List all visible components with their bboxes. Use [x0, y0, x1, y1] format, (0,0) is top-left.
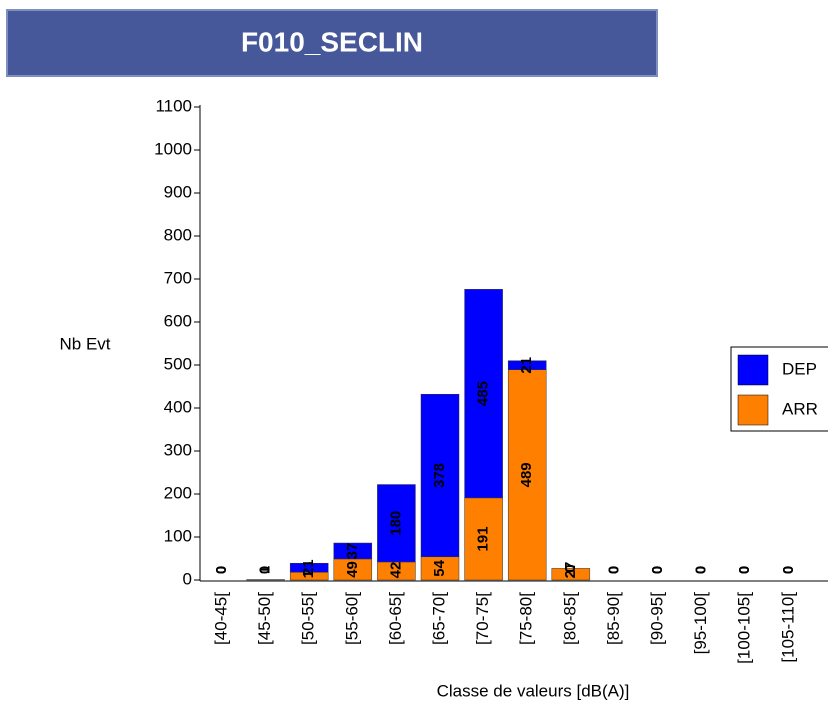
x-tick-label: [45-50[	[255, 592, 274, 645]
value-label: 0	[213, 566, 230, 574]
bar-segment	[333, 542, 373, 560]
value-label: 0	[213, 566, 230, 574]
legend-swatch	[737, 394, 769, 426]
x-tick-label: [75-80[	[517, 592, 536, 645]
x-tick-label: [80-85[	[560, 592, 579, 645]
value-label: 485	[475, 381, 492, 406]
bar-segment	[464, 497, 503, 581]
value-label: 0	[780, 566, 797, 574]
title-banner	[6, 9, 658, 77]
legend-swatch	[737, 354, 769, 386]
value-label: 0	[605, 566, 622, 574]
legend-label: ARR	[782, 399, 818, 418]
value-label: 0	[257, 566, 274, 574]
legend-label: DEP	[782, 359, 817, 378]
x-tick-label: [95-100[	[691, 592, 710, 655]
y-tick-label: 900	[164, 182, 192, 201]
bar-segment	[551, 568, 591, 581]
chart-title: F010_SECLIN	[241, 26, 423, 57]
y-axis-label: Nb Evt	[59, 334, 110, 353]
value-label: 49	[344, 561, 361, 578]
value-label: 180	[387, 511, 404, 536]
x-tick-label: [40-45[	[211, 592, 230, 645]
value-label: 0	[736, 566, 753, 574]
x-tick-label: [105-110[	[778, 592, 797, 663]
y-tick-label: 100	[164, 526, 192, 545]
value-label: 378	[431, 463, 448, 488]
bar-segment	[420, 393, 460, 558]
x-tick-label: [90-95[	[647, 592, 666, 645]
bar-segment	[377, 484, 416, 563]
y-tick-label: 0	[183, 569, 192, 588]
value-label: 191	[475, 526, 492, 551]
value-label: 489	[518, 462, 535, 487]
y-tick-label: 500	[164, 354, 192, 373]
value-label: 0	[605, 566, 622, 574]
x-tick-label: [85-90[	[604, 592, 623, 645]
bar-segment	[464, 289, 503, 499]
value-label: 37	[344, 543, 361, 560]
y-tick-label: 600	[164, 311, 192, 330]
y-tick-label: 200	[164, 483, 192, 502]
x-tick-label: [100-105[	[735, 592, 754, 664]
y-tick-label: 800	[164, 225, 192, 244]
y-tick-label: 700	[164, 268, 192, 287]
x-tick-label: [70-75[	[473, 592, 492, 645]
x-axis-label: Classe de valeurs [dB(A)]	[437, 681, 630, 700]
bar-segment	[507, 360, 547, 370]
y-tick-label: 300	[164, 440, 192, 459]
value-label: 1	[257, 566, 274, 574]
value-label: 42	[387, 562, 404, 579]
bar-segment	[507, 369, 547, 581]
value-label: 0	[649, 566, 666, 574]
x-tick-label: [65-70[	[429, 592, 448, 645]
x-tick-label: [50-55[	[299, 592, 318, 645]
y-tick-label: 400	[164, 397, 192, 416]
value-label: 0	[780, 566, 797, 574]
y-tick-label: 1000	[154, 139, 192, 158]
x-tick-label: [55-60[	[342, 592, 361, 645]
value-label: 0	[736, 566, 753, 574]
x-tick-label: [60-65[	[386, 592, 405, 645]
value-label: 0	[693, 566, 710, 574]
value-label: 0	[649, 566, 666, 574]
value-label: 21	[518, 357, 535, 374]
value-label: 0	[562, 564, 579, 572]
y-tick-label: 1100	[155, 96, 192, 115]
value-label: 21	[300, 559, 317, 576]
bar-segment	[289, 562, 329, 573]
value-label: 27	[562, 562, 579, 579]
value-label: 54	[431, 559, 448, 576]
value-label: 0	[693, 566, 710, 574]
